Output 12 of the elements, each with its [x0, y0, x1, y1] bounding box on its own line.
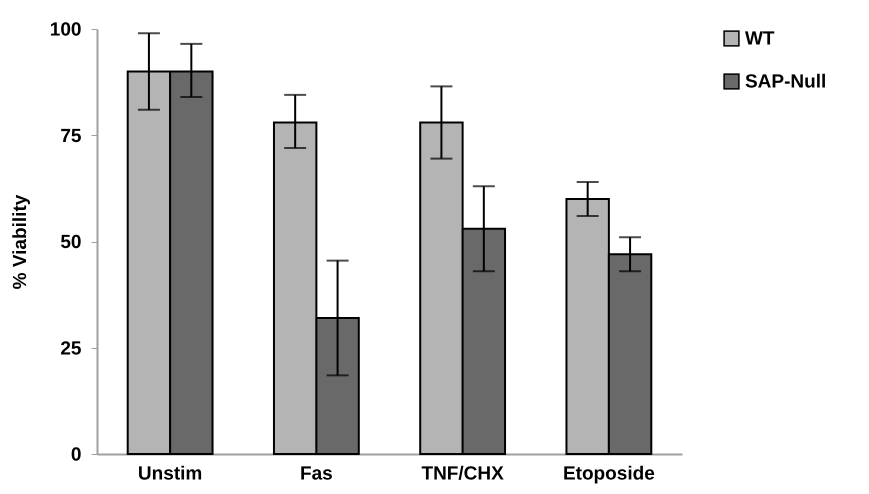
legend-label: WT — [745, 28, 775, 50]
y-tick-label: 25 — [60, 338, 82, 360]
y-tick-label: 0 — [70, 444, 82, 466]
legend-label: SAP-Null — [745, 72, 826, 92]
y-tick-label: 100 — [50, 20, 82, 40]
x-tick-label: Unstim — [138, 464, 202, 484]
y-tick-label: 75 — [60, 126, 82, 147]
x-tick-label: TNF/CHX — [421, 464, 504, 484]
x-tick-label: Fas — [300, 464, 333, 484]
x-tick-label: Etoposide — [562, 464, 655, 484]
y-axis-title: % Viability — [10, 194, 31, 290]
y-tick-label: 50 — [60, 232, 82, 253]
